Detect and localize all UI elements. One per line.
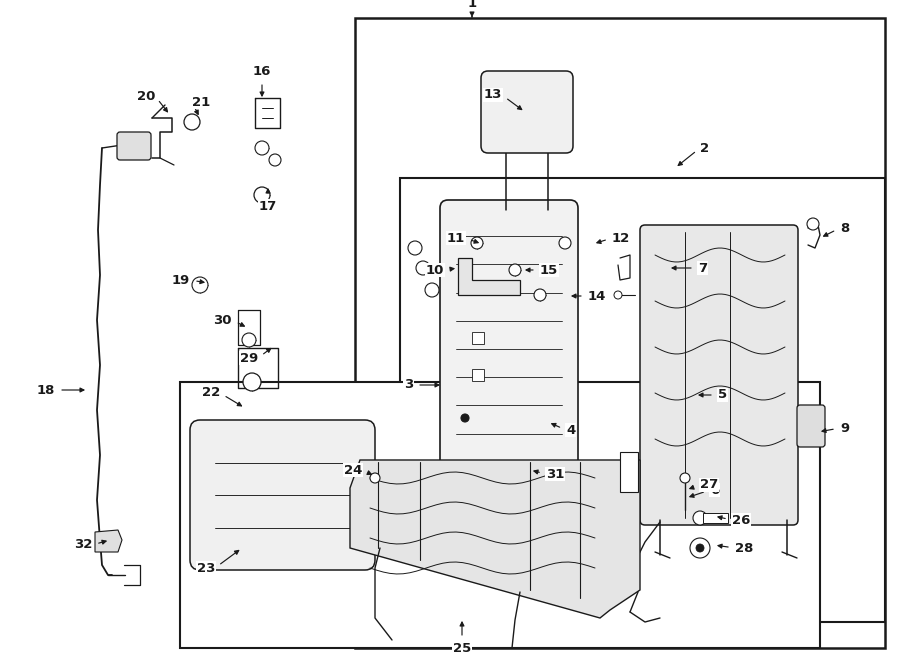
Circle shape [269, 154, 281, 166]
Text: 11: 11 [446, 231, 465, 245]
Circle shape [461, 414, 469, 422]
Text: 1: 1 [467, 0, 477, 10]
Text: 14: 14 [588, 290, 607, 303]
FancyBboxPatch shape [640, 225, 798, 525]
Text: 18: 18 [37, 383, 55, 397]
Circle shape [255, 141, 269, 155]
Circle shape [425, 283, 439, 297]
Text: 15: 15 [540, 264, 558, 276]
Text: 21: 21 [192, 95, 211, 108]
Text: 28: 28 [735, 541, 753, 555]
Circle shape [690, 538, 710, 558]
Circle shape [614, 291, 622, 299]
Text: 26: 26 [732, 514, 751, 527]
Bar [472, 332, 484, 344]
Text: 6: 6 [710, 483, 719, 496]
Text: 8: 8 [840, 221, 850, 235]
Text: 29: 29 [239, 352, 258, 364]
Bar [400, 178, 885, 622]
Text: 31: 31 [546, 467, 564, 481]
Bar [472, 369, 484, 381]
Bar [180, 382, 820, 648]
Polygon shape [95, 530, 122, 552]
Text: 4: 4 [566, 424, 575, 436]
Text: 13: 13 [483, 89, 502, 102]
Text: 23: 23 [196, 561, 215, 574]
Text: 7: 7 [698, 262, 707, 274]
Circle shape [416, 261, 430, 275]
Circle shape [559, 237, 571, 249]
Text: 5: 5 [718, 389, 727, 401]
FancyBboxPatch shape [797, 405, 825, 447]
Bar [355, 18, 885, 648]
Circle shape [534, 289, 546, 301]
Text: 2: 2 [700, 141, 709, 155]
Bar [620, 452, 638, 492]
Circle shape [184, 114, 200, 130]
Circle shape [254, 187, 270, 203]
FancyBboxPatch shape [190, 420, 375, 570]
Text: 19: 19 [172, 274, 190, 286]
Text: 32: 32 [74, 539, 92, 551]
Text: 22: 22 [202, 387, 220, 399]
Circle shape [408, 241, 422, 255]
Polygon shape [458, 258, 520, 295]
Polygon shape [350, 460, 640, 618]
Text: 9: 9 [840, 422, 849, 434]
Circle shape [243, 373, 261, 391]
FancyBboxPatch shape [440, 200, 578, 498]
Bar [703, 513, 728, 523]
Text: 20: 20 [137, 89, 155, 102]
FancyBboxPatch shape [117, 132, 151, 160]
Circle shape [370, 473, 380, 483]
Text: 10: 10 [426, 264, 444, 276]
Circle shape [680, 473, 690, 483]
Circle shape [192, 277, 208, 293]
Circle shape [807, 218, 819, 230]
Text: 30: 30 [213, 313, 232, 327]
Text: 24: 24 [344, 463, 362, 477]
Circle shape [471, 237, 483, 249]
Circle shape [509, 264, 521, 276]
Text: 12: 12 [612, 231, 630, 245]
FancyBboxPatch shape [481, 71, 573, 153]
Text: 16: 16 [253, 65, 271, 78]
Circle shape [696, 544, 704, 552]
Text: 3: 3 [404, 379, 413, 391]
Circle shape [242, 333, 256, 347]
Text: 25: 25 [453, 642, 471, 655]
Text: 27: 27 [700, 479, 718, 492]
Circle shape [693, 511, 707, 525]
Text: 17: 17 [259, 200, 277, 213]
